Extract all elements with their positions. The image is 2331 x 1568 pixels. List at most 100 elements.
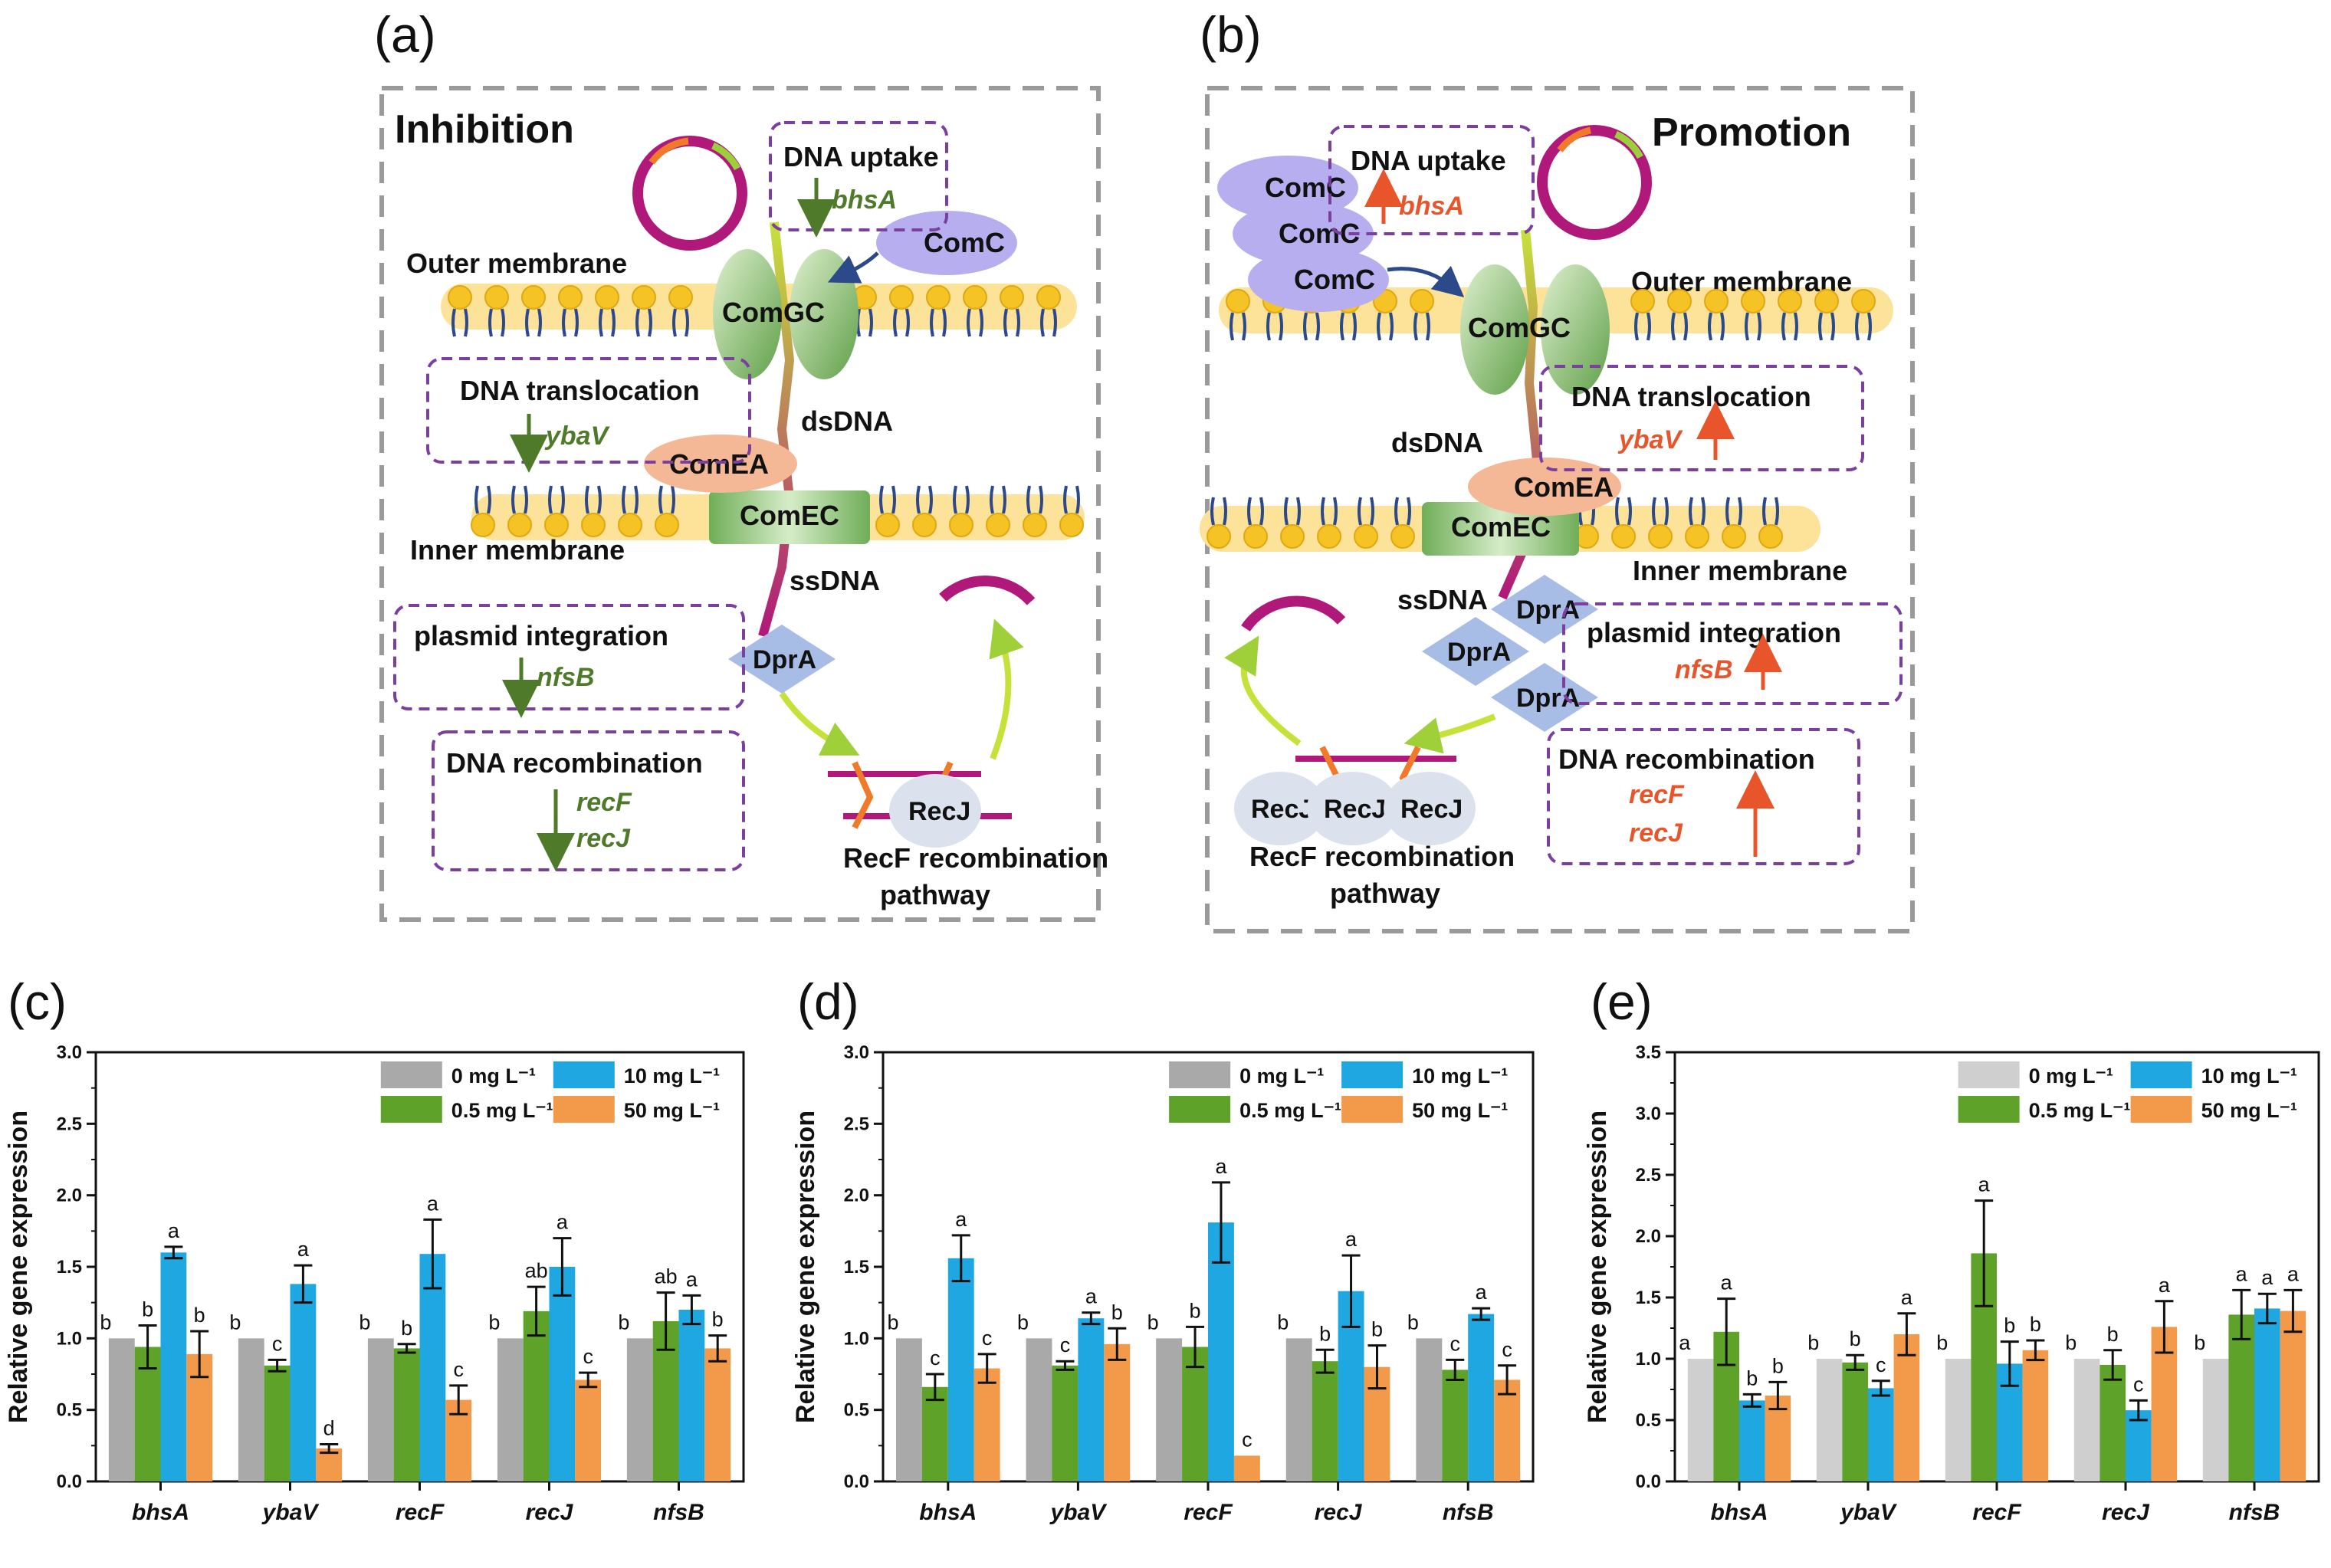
- lipid-head: [581, 513, 606, 537]
- significance-letter: c: [453, 1358, 464, 1381]
- lipid-head: [1059, 513, 1084, 537]
- panel-label: (c): [8, 973, 67, 1030]
- bar: [108, 1338, 135, 1481]
- ssdna-arrow: [1404, 713, 1496, 754]
- comc-arrow: [1387, 265, 1465, 298]
- bar: [1416, 1338, 1443, 1481]
- significance-letter: c: [1060, 1333, 1071, 1356]
- lipid-head: [1611, 524, 1636, 549]
- legend-label: 0.5 mg L⁻¹: [2029, 1099, 2131, 1122]
- lipid-head: [1023, 513, 1047, 537]
- x-tick-label: bhsA: [1711, 1500, 1768, 1525]
- bar: [367, 1338, 394, 1481]
- y-tick-label: 0.0: [57, 1471, 82, 1492]
- lipid-head: [1667, 289, 1692, 313]
- y-tick-label: 1.5: [1636, 1288, 1661, 1308]
- bar: [1739, 1400, 1765, 1481]
- comgc-protein: [713, 249, 782, 379]
- significance-letter: a: [686, 1268, 698, 1291]
- y-tick-label: 2.0: [1636, 1226, 1661, 1247]
- lipid-tail: [1210, 497, 1227, 526]
- y-tick-label: 2.0: [57, 1186, 82, 1206]
- x-tick-label: recJ: [1315, 1500, 1363, 1525]
- significance-letter: c: [1242, 1428, 1253, 1451]
- bar: [1468, 1314, 1495, 1481]
- bar: [1842, 1362, 1868, 1481]
- y-tick-label: 2.5: [844, 1114, 869, 1134]
- legend-label: 50 mg L⁻¹: [1412, 1099, 1508, 1122]
- lipid-tail: [1708, 312, 1725, 341]
- lipid-tail: [1413, 312, 1430, 341]
- box-plasmid-title: plasmid integration: [414, 620, 668, 651]
- recj-protein: [889, 774, 981, 848]
- gene-recj: recJ: [1629, 818, 1683, 848]
- bar: [895, 1338, 922, 1481]
- bar: [2202, 1359, 2229, 1481]
- legend-swatch: [380, 1061, 442, 1088]
- bar: [973, 1368, 1000, 1481]
- lipid-head: [1630, 289, 1655, 313]
- comea-protein: [1468, 458, 1621, 516]
- box-translocation-title: DNA translocation: [1571, 381, 1811, 412]
- dpra-protein: [1491, 575, 1598, 644]
- lipid-head: [558, 285, 583, 310]
- lipid-tail: [672, 308, 689, 337]
- y-tick-label: 1.5: [844, 1257, 869, 1278]
- lipid-head: [1758, 524, 1783, 549]
- lipid-tail: [1340, 312, 1357, 341]
- lipid-tail: [1745, 312, 1761, 341]
- comec-label: ComEC: [740, 500, 839, 531]
- significance-letter: b: [1190, 1299, 1201, 1322]
- bar: [497, 1338, 524, 1481]
- lipid-head: [544, 513, 569, 537]
- panel-label-b: (b): [1200, 6, 1262, 63]
- bar: [947, 1258, 974, 1481]
- lipid-head: [1778, 289, 1802, 313]
- x-tick-label: recJ: [526, 1500, 574, 1525]
- y-tick-label: 3.0: [844, 1042, 869, 1063]
- legend-swatch: [1341, 1096, 1404, 1123]
- pathway-label-2: pathway: [1330, 877, 1440, 909]
- lipid-tail: [1284, 497, 1301, 526]
- significance-letter: b: [1807, 1331, 1819, 1354]
- gene-ybav: ybaV: [544, 422, 611, 451]
- y-tick-label: 2.5: [57, 1114, 82, 1134]
- bar: [1868, 1388, 1894, 1481]
- lipid-head: [448, 285, 472, 310]
- x-tick-label: bhsA: [919, 1500, 977, 1525]
- legend-label: 0.5 mg L⁻¹: [451, 1099, 553, 1122]
- significance-letter: c: [1449, 1332, 1460, 1355]
- significance-letter: c: [982, 1327, 993, 1350]
- comc-protein: [1248, 248, 1389, 312]
- legend-swatch: [1958, 1061, 2020, 1088]
- dpra-label: DprA: [1447, 638, 1511, 667]
- bar: [290, 1284, 317, 1481]
- bar: [2073, 1359, 2100, 1481]
- legend-label: 0 mg L⁻¹: [2029, 1064, 2113, 1087]
- gene-recf: recF: [576, 788, 632, 817]
- y-tick-label: 0.5: [57, 1400, 82, 1421]
- legend-swatch: [1169, 1096, 1231, 1123]
- comgc-label: ComGC: [722, 297, 825, 328]
- y-tick-label: 1.5: [57, 1257, 82, 1278]
- recj-label: RecJ: [1400, 795, 1463, 824]
- lipid-tail: [1321, 497, 1338, 526]
- recj-label: RecJ: [908, 797, 970, 826]
- lipid-head: [507, 513, 532, 537]
- lipid-tail: [525, 308, 542, 337]
- significance-letter: b: [401, 1317, 412, 1340]
- legend-swatch: [1169, 1061, 1231, 1088]
- lipid-tail: [953, 485, 970, 514]
- y-tick-label: 0.0: [1636, 1471, 1661, 1492]
- dpra-protein: [1422, 617, 1529, 686]
- legend-label: 0 mg L⁻¹: [451, 1064, 536, 1087]
- lipid-tail: [451, 308, 468, 337]
- lipid-tail: [1818, 312, 1835, 341]
- lipid-head: [521, 285, 546, 310]
- comc-label: ComC: [1279, 218, 1360, 249]
- box-uptake-title: DNA uptake: [783, 141, 939, 172]
- comgc-label: ComGC: [1468, 312, 1571, 343]
- lipid-tail: [930, 308, 947, 337]
- significance-letter: b: [229, 1310, 241, 1333]
- lipid-tail: [1247, 497, 1264, 526]
